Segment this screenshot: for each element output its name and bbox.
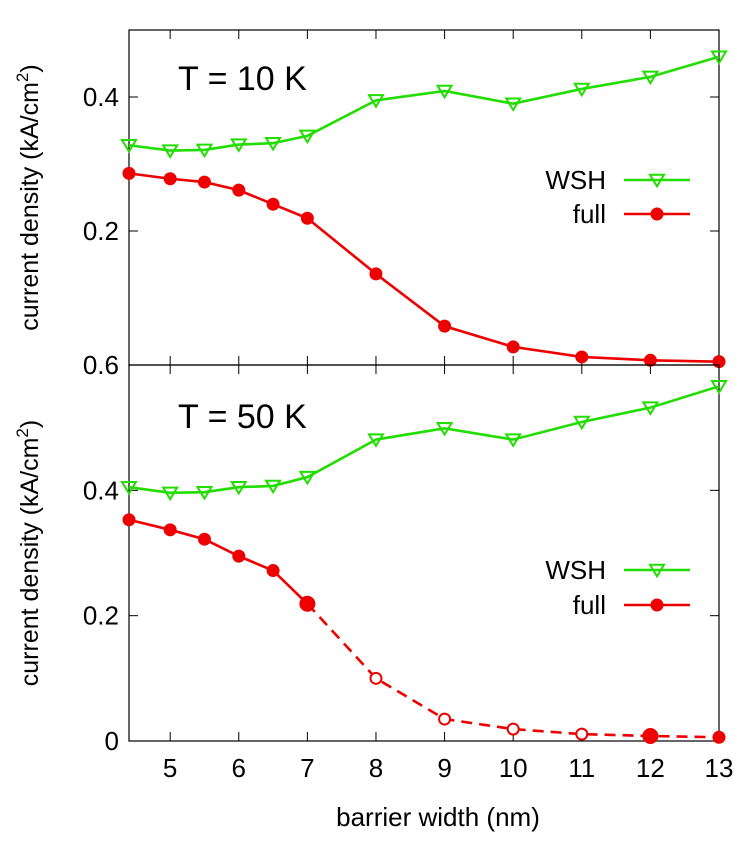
y-axis-label-main: current density (kA/cm (16, 438, 44, 687)
y-axis-label-close: ) (16, 420, 44, 428)
x-tick-label: 8 (369, 753, 383, 783)
data-point (710, 50, 728, 66)
series-wsh (120, 380, 728, 502)
data-point (229, 480, 248, 496)
data-point-open (438, 712, 452, 726)
x-tick-label: 12 (636, 753, 665, 783)
data-point (195, 485, 214, 501)
legend-entry-wsh: WSH (545, 555, 690, 585)
legend-label: WSH (545, 165, 606, 195)
x-tick-label: 10 (499, 753, 528, 783)
data-point (195, 143, 214, 159)
y-tick-label: 0.2 (83, 216, 119, 246)
y-tick-label: 0.4 (83, 82, 119, 112)
panel-2: 0 0.2 0.4 5 6 7 8 9 10 11 12 13 barrier width (nm) cu… (13, 364, 734, 832)
y-axis-label-main: current density (kA/cm (16, 82, 44, 331)
series-line-full (128, 172, 720, 363)
data-point (435, 84, 454, 100)
legend-marker (650, 207, 664, 221)
x-tick-label: 5 (163, 753, 177, 783)
data-point (438, 319, 452, 333)
data-point (575, 350, 589, 364)
y-tick-label: 0 (105, 726, 119, 756)
data-point (298, 129, 317, 145)
data-point (435, 422, 454, 437)
data-point (573, 415, 591, 431)
data-point (163, 523, 177, 537)
data-point (504, 97, 522, 112)
x-tick-label: 9 (437, 753, 451, 783)
data-point (712, 730, 726, 744)
data-point (367, 433, 385, 448)
legend-entry-full: full (573, 199, 690, 229)
x-tick-label: 6 (232, 753, 246, 783)
data-point (298, 470, 317, 486)
legend-label: WSH (545, 555, 606, 585)
data-point (643, 353, 657, 367)
data-point (197, 532, 211, 546)
data-point (641, 401, 660, 416)
legend-label: full (573, 590, 606, 620)
data-point (367, 94, 385, 109)
series-full (122, 166, 726, 369)
data-point (506, 340, 520, 354)
legend-marker (648, 563, 666, 579)
data-point (197, 175, 211, 189)
data-point (120, 480, 138, 496)
data-point (266, 197, 280, 211)
x-axis-label: barrier width (nm) (336, 802, 540, 832)
data-point (120, 138, 138, 154)
y-axis-label-close: ) (16, 64, 44, 72)
y-tick-label: 0.6 (83, 350, 119, 380)
data-point-open (506, 722, 520, 736)
series-wsh (120, 50, 728, 159)
data-point-open (575, 727, 589, 741)
data-point (266, 564, 280, 578)
panel-1: 0.6 0.2 0.4 current density (kA/cm2) T = 10 … (13, 29, 728, 380)
series-line-wsh (128, 55, 720, 152)
y-axis-label: current density (kA/cm2) (13, 420, 44, 686)
legend-marker (648, 173, 666, 189)
x-tick-label: 11 (568, 753, 595, 783)
series-line-dashed-full (306, 602, 720, 739)
data-point (163, 172, 177, 186)
data-point (641, 70, 660, 86)
legend-marker (650, 598, 664, 612)
series-line-full (128, 518, 309, 605)
series-full (122, 513, 726, 744)
legend-entry-full: full (573, 590, 690, 620)
data-point (122, 513, 136, 527)
data-point (229, 138, 248, 153)
y-tick-label: 0.4 (83, 475, 119, 505)
y-tick-label: 0.2 (83, 601, 119, 631)
y-axis-label: current density (kA/cm2) (13, 64, 44, 330)
data-point (264, 479, 282, 495)
data-point (573, 82, 591, 98)
data-point (299, 595, 316, 612)
x-tick-label: 7 (300, 753, 314, 783)
series-line-wsh (128, 385, 720, 495)
data-point (710, 380, 728, 395)
y-axis-label-sup: 2 (13, 428, 32, 437)
data-point (122, 166, 136, 180)
data-point (161, 486, 179, 502)
y-axis-label-sup: 2 (13, 73, 32, 82)
data-point (504, 433, 522, 448)
data-point-open (369, 671, 383, 685)
data-point (161, 144, 179, 159)
data-point (369, 267, 383, 281)
plot-frame-2 (128, 364, 720, 742)
legend-entry-wsh: WSH (545, 165, 690, 195)
legend-label: full (573, 199, 606, 229)
data-point (264, 136, 282, 152)
panel-title: T = 50 K (178, 398, 307, 436)
data-point (300, 211, 314, 225)
x-tick-label: 13 (705, 753, 734, 783)
panel-title: T = 10 K (178, 60, 307, 98)
data-point (232, 549, 246, 563)
data-point (642, 727, 659, 744)
data-point (232, 183, 246, 197)
